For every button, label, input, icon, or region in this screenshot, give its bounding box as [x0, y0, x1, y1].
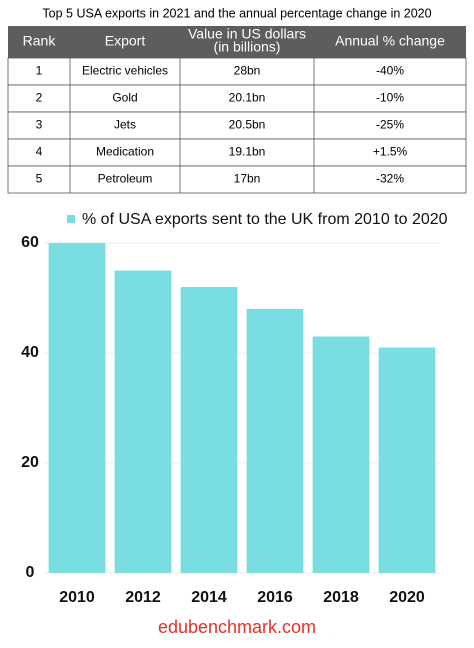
table-header-cell: Export	[105, 33, 146, 49]
table-cell: 5	[36, 172, 43, 186]
table-cell: -25%	[376, 118, 404, 132]
table-row	[7, 111, 467, 140]
x-tick-label: 2014	[191, 589, 227, 606]
legend-swatch	[67, 215, 75, 223]
bar	[180, 287, 238, 573]
table-cell: Jets	[114, 118, 136, 132]
bar	[246, 309, 304, 573]
x-tick-label: 2016	[257, 589, 293, 606]
footer: edubenchmark.com	[158, 617, 316, 637]
table-cell: 3	[36, 118, 43, 132]
y-tick-label: 40	[21, 344, 39, 361]
table-header-cell: Rank	[23, 33, 57, 49]
x-tick-label: 2010	[59, 589, 95, 606]
table-header-bg	[8, 26, 466, 58]
table-cell: 1	[36, 64, 43, 78]
bar	[48, 243, 106, 573]
table-cell: 4	[36, 145, 43, 159]
bar	[114, 270, 172, 573]
x-tick-label: 2012	[125, 589, 161, 606]
table-row	[7, 138, 467, 167]
y-tick-label: 0	[26, 564, 35, 581]
table-row	[7, 84, 467, 113]
table-row	[7, 165, 467, 194]
table-title: Top 5 USA exports in 2021 and the annual…	[42, 6, 431, 20]
table-cell: Electric vehicles	[82, 64, 168, 78]
bar	[378, 347, 436, 573]
table-cell: +1.5%	[373, 145, 408, 159]
table-cell: 2	[36, 91, 43, 105]
table-cell: -32%	[376, 172, 404, 186]
table-row	[7, 57, 467, 86]
table-cell: 20.1bn	[229, 91, 266, 105]
table-cell: Petroleum	[98, 172, 153, 186]
bar	[312, 336, 370, 573]
table-cell: -10%	[376, 91, 404, 105]
table-header-cell: Value in US dollars	[188, 26, 306, 42]
table-cell: 19.1bn	[229, 145, 266, 159]
y-tick-label: 20	[21, 454, 39, 471]
table-cell: Medication	[96, 145, 154, 159]
x-tick-label: 2020	[389, 589, 425, 606]
table-cell: 20.5bn	[229, 118, 266, 132]
table-cell: -40%	[376, 64, 404, 78]
table-cell: 17bn	[234, 172, 261, 186]
y-tick-label: 60	[21, 234, 39, 251]
table-header-cell: (in billions)	[214, 39, 281, 55]
table-cell: Gold	[112, 91, 137, 105]
table-cell: 28bn	[234, 64, 261, 78]
legend-label: % of USA exports sent to the UK from 201…	[82, 211, 448, 228]
table-header-cell: Annual % change	[335, 33, 445, 49]
x-tick-label: 2018	[323, 589, 359, 606]
